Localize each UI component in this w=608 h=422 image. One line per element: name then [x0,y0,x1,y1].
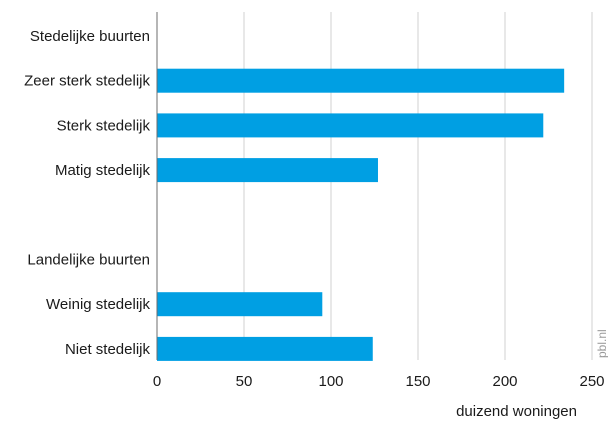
x-tick-label: 200 [492,373,517,390]
category-label: Weinig stedelijk [46,296,150,313]
bar [157,158,378,183]
tick-labels: 0 50 100 150 200 250 [153,373,605,390]
x-tick-label: 0 [153,373,161,390]
category-label: Niet stedelijk [65,341,151,358]
x-tick-label: 100 [318,373,343,390]
bars [157,68,565,361]
category-labels: Stedelijke buurten Zeer sterk stedelijk St… [24,28,150,358]
category-label: Zeer sterk stedelijk [24,73,150,90]
category-label: Matig stedelijk [55,162,151,179]
category-label: Landelijke buurten [27,252,150,269]
x-axis-title: duizend woningen [456,403,577,420]
source-label: pbl.nl [595,329,608,358]
bar [157,336,373,361]
bar [157,292,323,317]
x-tick-label: 150 [405,373,430,390]
category-label: Stedelijke buurten [30,28,150,45]
bar [157,113,544,138]
x-tick-label: 250 [579,373,604,390]
bar [157,68,565,93]
x-tick-label: 50 [236,373,253,390]
category-label: Sterk stedelijk [57,117,151,134]
